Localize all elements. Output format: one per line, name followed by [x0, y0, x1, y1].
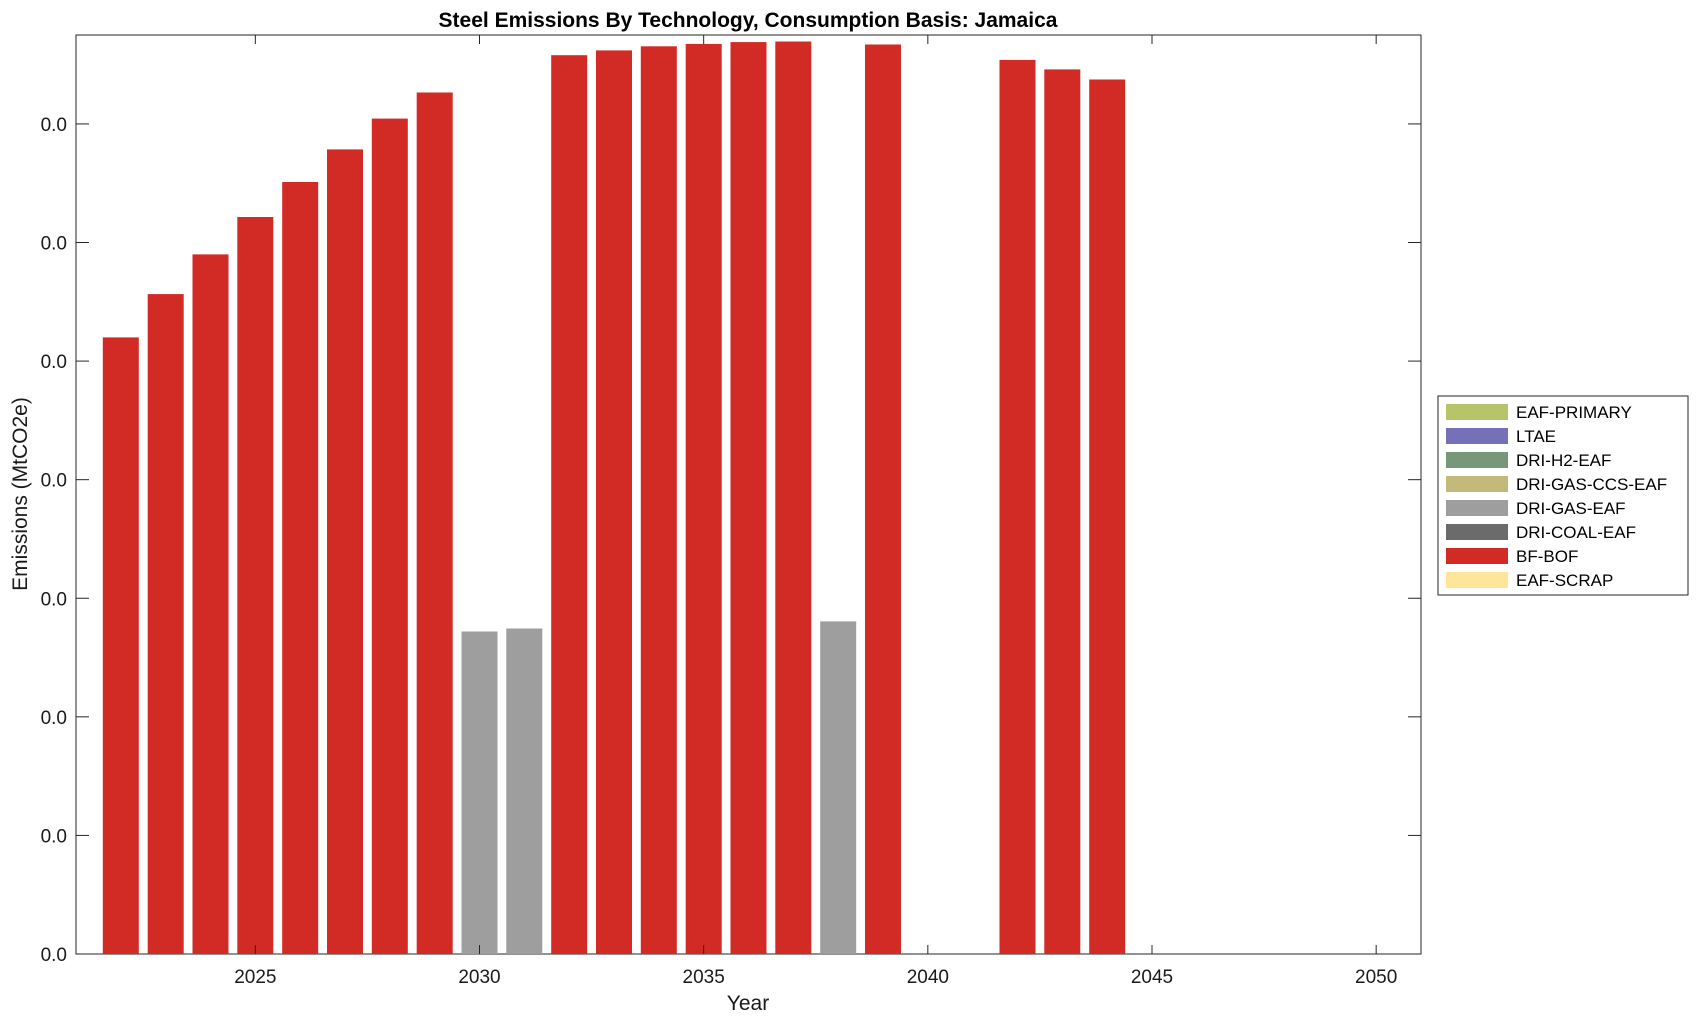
bar-dri-gas-eaf-2031: [506, 628, 543, 954]
bar-bf-bof-2043: [1044, 69, 1081, 954]
legend-label-eaf-scrap: EAF-SCRAP: [1516, 571, 1613, 590]
y-tick-label: 0.0: [41, 826, 67, 847]
x-axis-title: Year: [727, 992, 769, 1015]
legend-label-ltae: LTAE: [1516, 427, 1556, 446]
bar-bf-bof-2035: [685, 43, 722, 954]
bar-bf-bof-2024: [192, 254, 229, 954]
y-tick-label: 0.0: [41, 589, 67, 610]
legend-label-dri-h2-eaf: DRI-H2-EAF: [1516, 451, 1611, 470]
bar-bf-bof-2036: [730, 42, 767, 955]
bars-layer: [102, 41, 1126, 955]
bar-bf-bof-2023: [147, 294, 184, 955]
bar-bf-bof-2028: [371, 118, 408, 955]
chart-title: Steel Emissions By Technology, Consumpti…: [439, 9, 1058, 32]
legend-label-dri-coal-eaf: DRI-COAL-EAF: [1516, 523, 1636, 542]
legend-label-bf-bof: BF-BOF: [1516, 547, 1578, 566]
legend-label-dri-gas-ccs-eaf: DRI-GAS-CCS-EAF: [1516, 475, 1667, 494]
y-tick-label: 0.0: [41, 352, 67, 373]
bar-bf-bof-2037: [775, 41, 812, 954]
bar-bf-bof-2039: [865, 44, 901, 954]
bar-bf-bof-2032: [551, 55, 588, 954]
bar-bf-bof-2042: [999, 59, 1036, 954]
bar-dri-gas-eaf-2030: [461, 631, 498, 954]
y-tick-label: 0.0: [41, 945, 67, 966]
legend-swatch-dri-gas-eaf: [1446, 500, 1508, 516]
legend-label-dri-gas-eaf: DRI-GAS-EAF: [1516, 499, 1626, 518]
bar-bf-bof-2026: [282, 182, 319, 954]
x-tick-label: 2030: [458, 967, 500, 988]
legend-swatch-bf-bof: [1446, 548, 1508, 564]
y-tick-label: 0.0: [41, 115, 67, 136]
y-tick-label: 0.0: [41, 471, 67, 492]
legend-swatch-eaf-primary: [1446, 404, 1508, 420]
legend-swatch-eaf-scrap: [1446, 572, 1508, 588]
legend-swatch-dri-gas-ccs-eaf: [1446, 476, 1508, 492]
bar-bf-bof-2025: [237, 217, 274, 954]
legend-label-eaf-primary: EAF-PRIMARY: [1516, 403, 1632, 422]
x-tick-label: 2040: [907, 967, 949, 988]
bar-bf-bof-2044: [1089, 79, 1126, 954]
bar-bf-bof-2033: [596, 50, 632, 954]
legend-items: EAF-PRIMARY LTAE DRI-H2-EAF DRI-GAS-CCS-EAF…: [1446, 403, 1667, 590]
y-tick-label: 0.0: [41, 234, 67, 255]
x-tick-label: 2045: [1131, 967, 1173, 988]
axis-ticks: 2025 2030 2035 2040 2045 2050 0.0 0.0 0.0 0.0 0.0 0…: [41, 35, 1421, 988]
x-tick-label: 2035: [683, 967, 725, 988]
x-tick-label: 2025: [234, 967, 276, 988]
bar-bf-bof-2027: [327, 149, 363, 954]
bar-bf-bof-2022: [102, 337, 139, 954]
bar-dri-gas-eaf-2038: [820, 621, 857, 954]
x-tick-label: 2050: [1355, 967, 1397, 988]
legend-swatch-dri-coal-eaf: [1446, 524, 1508, 540]
y-tick-label: 0.0: [41, 708, 67, 729]
bar-bf-bof-2029: [416, 92, 453, 954]
legend: EAF-PRIMARY LTAE DRI-H2-EAF DRI-GAS-CCS-EAF…: [1437, 395, 1689, 596]
legend-swatch-dri-h2-eaf: [1446, 452, 1508, 468]
legend-swatch-ltae: [1446, 428, 1508, 444]
y-axis-title: Emissions (MtCO2e): [9, 397, 32, 591]
bar-bf-bof-2034: [640, 46, 677, 955]
